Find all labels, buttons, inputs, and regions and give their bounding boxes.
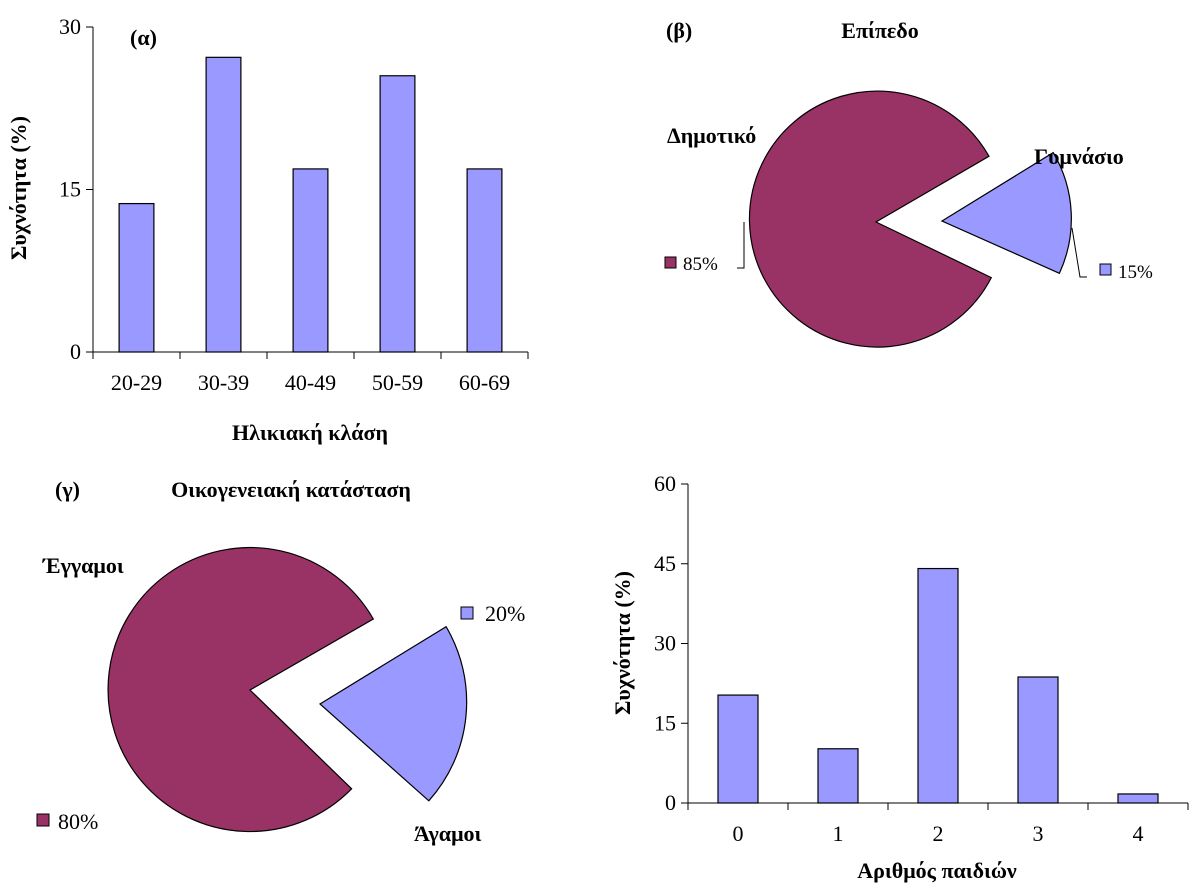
y-tick-label: 30 — [654, 631, 676, 656]
panel-alpha-xlabel: Ηλικιακή κλάση — [232, 420, 388, 445]
value-label-80: 80% — [58, 809, 98, 834]
panel-delta-plot: 0 15 30 45 60 0 1 2 3 4 — [654, 471, 1189, 846]
panel-gamma-label: (γ) — [55, 477, 80, 502]
legend-swatch-85 — [664, 256, 677, 269]
bar-20-29 — [118, 202, 155, 353]
y-tick-label: 30 — [59, 14, 81, 39]
y-tick-label: 0 — [70, 339, 81, 364]
bar-4 — [1117, 793, 1159, 804]
x-tick-label: 30-39 — [198, 370, 249, 395]
bar-30-39 — [205, 56, 242, 353]
panel-alpha-label: (α) — [130, 25, 157, 50]
pie-slice-gymnasio — [940, 151, 1072, 275]
bar-2 — [917, 567, 959, 804]
panel-beta-title: Επίπεδο — [841, 18, 918, 43]
bar-0 — [717, 694, 759, 804]
panel-alpha-ylabel: Συχνότητα (%) — [6, 116, 31, 260]
y-tick-label: 45 — [654, 551, 676, 576]
y-tick-label: 60 — [654, 471, 676, 496]
panel-gamma: (γ) Οικογενειακή κατάσταση Έγγαμοι Άγαμο… — [36, 477, 525, 846]
panel-beta: (β) Επίπεδο Δημοτικό Γυμνάσιο 85% 15% — [664, 18, 1153, 348]
pie-label-engamoi: Έγγαμοι — [42, 553, 124, 578]
panel-delta: 0 15 30 45 60 0 1 2 3 4 Αριθμός παιδιών Συχνότητα… — [610, 471, 1189, 883]
value-label-85: 85% — [683, 254, 718, 275]
bar-40-49 — [292, 168, 329, 353]
pie-label-gymnasio: Γυμνάσιο — [1034, 144, 1124, 169]
y-tick-label: 15 — [654, 710, 676, 735]
y-tick-label: 15 — [59, 177, 81, 202]
value-label-20: 20% — [485, 601, 525, 626]
leader-line-85 — [737, 222, 745, 269]
x-tick-label: 2 — [933, 821, 944, 846]
pie-label-agamoi: Άγαμοι — [414, 821, 482, 846]
pie-slice-engamoi — [107, 546, 375, 833]
bar-50-59 — [379, 75, 416, 353]
bar-3 — [1017, 676, 1059, 804]
pie-label-dimotiko: Δημοτικό — [667, 123, 756, 148]
leader-line-15 — [1071, 227, 1087, 278]
panel-beta-label: (β) — [666, 18, 692, 43]
x-tick-label: 60-69 — [459, 370, 510, 395]
x-tick-label: 20-29 — [111, 370, 162, 395]
panel-delta-xlabel: Αριθμός παιδιών — [857, 858, 1017, 883]
legend-swatch-15 — [1099, 263, 1112, 276]
pie-slice-dimotiko — [748, 90, 993, 348]
x-tick-label: 1 — [833, 821, 844, 846]
panel-alpha-plot: 0 15 30 20-29 30-39 40-49 50-59 60-69 — [59, 14, 529, 395]
x-tick-label: 3 — [1033, 821, 1044, 846]
value-label-15: 15% — [1118, 262, 1153, 283]
x-tick-label: 0 — [733, 821, 744, 846]
legend-swatch-20 — [460, 606, 474, 620]
panel-delta-ylabel: Συχνότητα (%) — [610, 571, 635, 715]
x-tick-label: 50-59 — [372, 370, 423, 395]
legend-swatch-80 — [36, 813, 50, 827]
bar-60-69 — [466, 168, 503, 353]
bar-1 — [817, 748, 859, 804]
panel-alpha: (α) 0 15 30 20-29 30-39 40-49 50-59 60-69 Ηλικι… — [6, 14, 529, 445]
panel-gamma-title: Οικογενειακή κατάσταση — [171, 477, 411, 502]
x-tick-label: 40-49 — [285, 370, 336, 395]
x-tick-label: 4 — [1133, 821, 1144, 846]
y-tick-label: 0 — [665, 790, 676, 815]
pie-slice-agamoi — [318, 625, 468, 802]
